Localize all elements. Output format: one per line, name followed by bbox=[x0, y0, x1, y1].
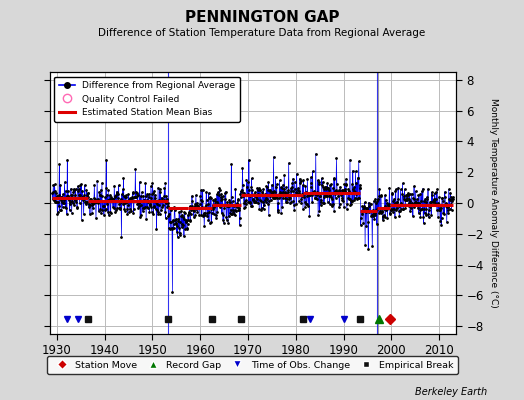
Legend: Station Move, Record Gap, Time of Obs. Change, Empirical Break: Station Move, Record Gap, Time of Obs. C… bbox=[47, 356, 458, 374]
Text: PENNINGTON GAP: PENNINGTON GAP bbox=[185, 10, 339, 26]
Y-axis label: Monthly Temperature Anomaly Difference (°C): Monthly Temperature Anomaly Difference (… bbox=[488, 98, 498, 308]
Text: Difference of Station Temperature Data from Regional Average: Difference of Station Temperature Data f… bbox=[99, 28, 425, 38]
Text: Berkeley Earth: Berkeley Earth bbox=[415, 387, 487, 397]
Legend: Difference from Regional Average, Quality Control Failed, Estimated Station Mean: Difference from Regional Average, Qualit… bbox=[54, 76, 240, 122]
